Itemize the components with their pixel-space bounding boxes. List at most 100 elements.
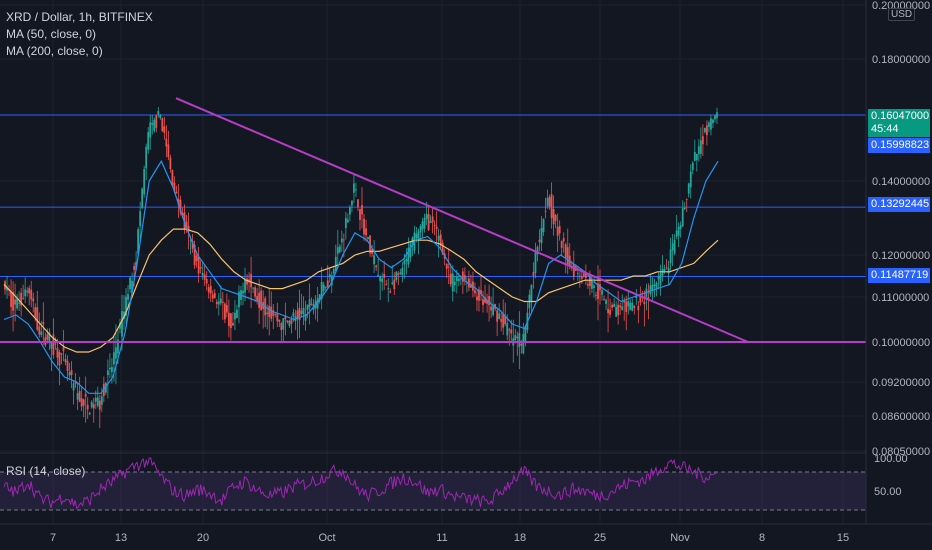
candle-body [459,278,462,280]
time-tick-label: 8 [759,532,765,544]
candle-body [193,244,196,266]
candle-body [429,221,432,223]
candle-body [706,125,708,136]
candle-body [572,263,575,277]
candle-body [201,273,204,276]
candle-body [336,247,339,254]
candle-body [427,213,430,231]
candle-body [453,281,456,286]
candle-body [298,307,301,321]
candle-body [123,311,125,319]
candle-body [465,282,468,284]
candle-body [540,227,543,244]
candle-body [542,218,545,233]
candle-body [716,112,718,119]
candle-body [562,238,565,242]
chart-legend: XRD / Dollar, 1h, BITFINEX MA (50, close… [6,9,153,60]
candle-body [34,307,37,317]
candle-body [431,216,434,223]
time-tick-label: 18 [514,532,526,544]
candle-body [703,128,706,133]
price-tick-label: 0.14000000 [872,176,930,188]
candle-body [548,196,551,207]
candle-body [576,273,579,274]
candle-body [488,296,490,306]
candle-body [550,194,553,218]
candle-body [490,306,492,311]
candle-body [367,237,369,240]
candle-body [433,224,436,226]
candle-body [685,199,688,200]
candle-body [653,284,656,287]
symbol-title[interactable]: XRD / Dollar, 1h, BITFINEX [6,10,153,24]
rsi-legend[interactable]: RSI (14, close) [6,464,86,478]
currency-badge[interactable]: USD [888,8,916,21]
candle-body [185,221,188,228]
price-tick-label: 0.11000000 [872,292,929,304]
candle-body [605,300,607,304]
candle-body [171,170,174,186]
candle-body [80,398,83,407]
candle-body [308,299,311,308]
candle-body [504,315,507,325]
candle-body [223,303,226,320]
candle-body [161,118,164,132]
ma200-legend[interactable]: MA (200, close, 0) [6,44,103,58]
candle-body [578,275,581,278]
candle-body [149,122,152,138]
candle-body [338,246,341,253]
candle-body [280,323,283,330]
candle-body [300,310,303,314]
candle-body [195,255,198,262]
time-tick-label: 25 [594,532,606,544]
descending-trendline[interactable] [175,97,749,343]
candle-body [500,318,503,322]
candle-body [393,279,396,289]
candle-body [407,247,410,265]
candle-body [98,400,101,410]
ma50-legend[interactable]: MA (50, close, 0) [6,27,97,41]
candle-body [691,162,694,171]
price-tick-label: 0.08050000 [872,446,930,458]
candle-body [445,263,448,269]
candle-body [629,302,632,311]
time-tick-label: 11 [436,532,447,544]
candle-body [96,397,99,406]
level-tag-2: 0.13292445 [868,197,930,212]
candle-body [391,282,394,284]
candle-body [72,383,75,391]
candle-body [697,146,700,155]
candle-body [16,298,19,309]
candle-body [86,404,89,410]
candle-body [530,284,533,302]
candle-body [106,370,109,376]
candle-body [76,393,79,400]
candle-body [496,310,499,322]
time-tick-label: 15 [837,532,849,544]
time-tick-label: Oct [318,532,335,544]
candle-body [270,306,273,319]
candle-body [121,311,123,337]
rsi-band [0,472,866,510]
candle-body [191,240,194,249]
candle-body [502,313,505,328]
candle-body [199,267,202,269]
candle-body [671,243,674,251]
candle-body [133,266,135,270]
candle-body [328,274,331,278]
candle-body [320,281,323,300]
price-tick-label: 0.08600000 [872,411,930,423]
candle-body [108,367,111,370]
candle-body [593,285,595,288]
candle-body [163,126,166,133]
price-tick-label: 0.09200000 [872,377,930,389]
candle-body [441,242,444,255]
candle-body [38,326,41,335]
candle-body [710,118,712,130]
candle-body [100,396,103,405]
candle-body [643,301,646,305]
candle-body [522,333,525,354]
candle-body [580,276,583,279]
